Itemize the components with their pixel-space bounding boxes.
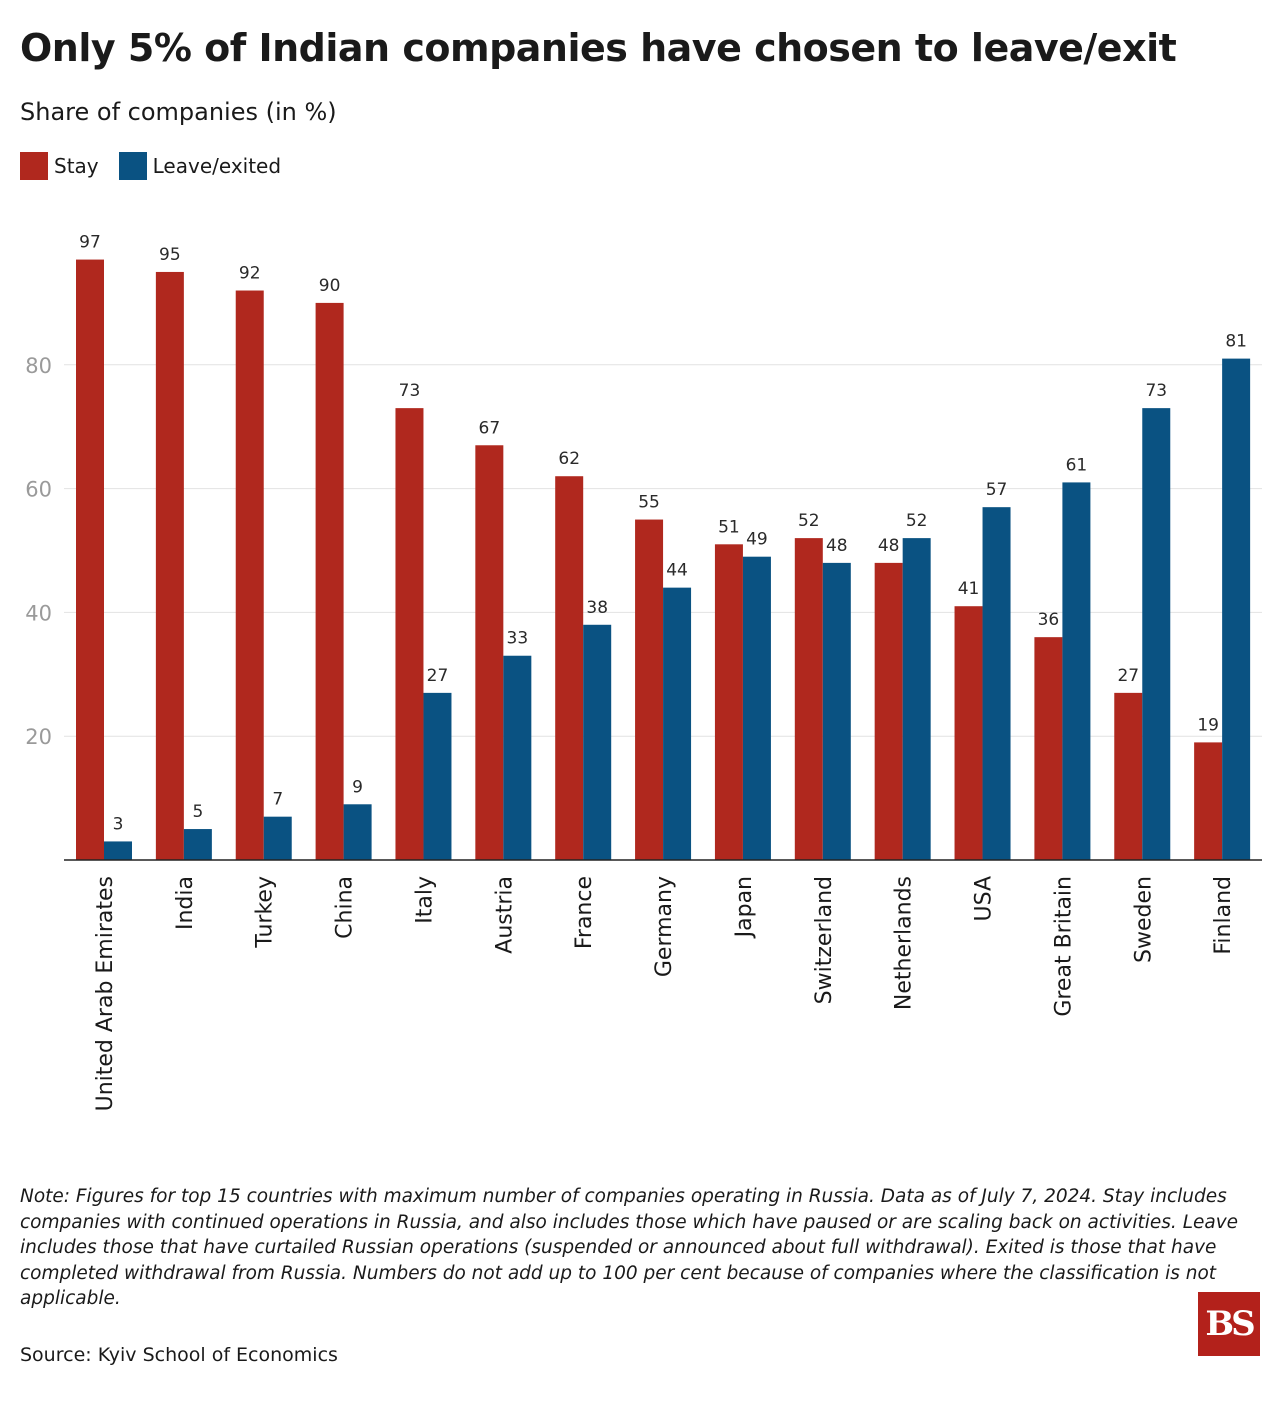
data-label-leave-10: 52	[906, 511, 928, 531]
data-label-leave-0: 3	[113, 814, 124, 834]
bar-stay-10	[874, 562, 903, 860]
data-label-leave-7: 44	[666, 561, 688, 581]
x-tick-label-14: Finland	[1211, 876, 1236, 955]
y-tick-label-60: 60	[25, 478, 52, 502]
data-label-stay-13: 27	[1117, 666, 1139, 686]
x-tick-label-7: Germany	[652, 876, 677, 977]
data-label-stay-7: 55	[638, 493, 660, 513]
data-label-stay-10: 48	[878, 536, 900, 556]
legend-label-stay: Stay	[54, 154, 99, 178]
x-tick-label-5: Austria	[492, 876, 517, 954]
bar-stay-2	[235, 290, 264, 860]
x-tick-label-11: USA	[972, 876, 997, 922]
data-label-leave-8: 49	[746, 530, 768, 550]
chart-title: Only 5% of Indian companies have chosen …	[20, 26, 1177, 70]
bar-leave-14	[1222, 358, 1251, 860]
bar-leave-4	[423, 692, 452, 860]
bar-leave-0	[104, 841, 132, 860]
data-label-leave-3: 9	[352, 777, 363, 797]
bar-leave-11	[982, 507, 1011, 860]
bar-leave-2	[263, 816, 292, 860]
data-label-stay-6: 62	[558, 449, 580, 469]
bar-stay-1	[155, 271, 184, 860]
y-tick-label-40: 40	[25, 601, 52, 625]
data-label-leave-13: 73	[1145, 381, 1167, 401]
x-tick-label-6: France	[572, 876, 597, 949]
bar-stay-11	[954, 606, 983, 860]
data-label-stay-12: 36	[1038, 610, 1060, 630]
bar-stay-13	[1114, 692, 1143, 860]
bar-leave-7	[663, 587, 692, 860]
data-label-stay-0: 97	[79, 233, 101, 253]
data-label-stay-2: 92	[239, 264, 261, 284]
bar-leave-13	[1142, 408, 1171, 860]
data-label-stay-11: 41	[958, 579, 980, 599]
bar-leave-8	[742, 556, 771, 860]
data-label-stay-5: 67	[479, 418, 501, 438]
x-tick-label-4: Italy	[412, 876, 437, 924]
publisher-logo: BS	[1198, 1292, 1260, 1356]
bar-stay-14	[1194, 742, 1223, 860]
x-tick-label-9: Switzerland	[812, 876, 837, 1004]
x-tick-label-8: Japan	[732, 876, 757, 939]
x-tick-label-1: India	[173, 876, 198, 930]
x-tick-label-10: Netherlands	[892, 876, 917, 1010]
data-label-stay-3: 90	[319, 276, 341, 296]
data-label-leave-5: 33	[507, 629, 529, 649]
x-tick-label-0: United Arab Emirates	[93, 876, 118, 1111]
legend-swatch-leave	[118, 152, 147, 180]
bar-stay-4	[395, 408, 424, 860]
bar-leave-12	[1062, 482, 1091, 860]
bar-leave-5	[503, 655, 532, 860]
data-label-leave-2: 7	[272, 790, 283, 810]
x-tick-label-2: Turkey	[253, 876, 278, 949]
legend-swatch-stay	[20, 152, 48, 180]
legend: Stay Leave/exited	[20, 152, 301, 180]
legend-item-leave: Leave/exited	[118, 152, 282, 180]
data-label-stay-4: 73	[399, 381, 421, 401]
data-label-leave-6: 38	[586, 598, 608, 618]
x-tick-label-13: Sweden	[1131, 876, 1156, 963]
bar-stay-5	[475, 445, 504, 860]
data-label-leave-11: 57	[986, 480, 1008, 500]
data-label-leave-9: 48	[826, 536, 848, 556]
bar-leave-1	[183, 829, 212, 860]
bar-leave-10	[902, 538, 931, 860]
bar-leave-6	[583, 624, 612, 860]
x-tick-label-12: Great Britain	[1051, 876, 1076, 1017]
data-label-stay-9: 52	[798, 511, 820, 531]
data-label-stay-14: 19	[1197, 715, 1219, 735]
bar-stay-6	[555, 476, 584, 860]
legend-item-stay: Stay	[20, 152, 99, 180]
y-tick-label-80: 80	[25, 354, 52, 378]
data-label-leave-14: 81	[1225, 332, 1247, 352]
bar-stay-8	[714, 544, 743, 860]
bar-stay-0	[76, 259, 104, 860]
chart-source: Source: Kyiv School of Economics	[20, 1344, 338, 1366]
data-label-leave-12: 61	[1066, 455, 1088, 475]
bar-stay-9	[794, 538, 823, 860]
chart-note: Note: Figures for top 15 countries with …	[20, 1186, 1239, 1310]
data-label-leave-4: 27	[427, 666, 449, 686]
data-label-stay-8: 51	[718, 517, 740, 537]
x-tick-label-3: China	[333, 876, 358, 939]
chart-subtitle: Share of companies (in %)	[20, 98, 337, 126]
bar-stay-3	[315, 302, 344, 860]
bar-stay-12	[1034, 637, 1063, 860]
bar-leave-3	[343, 804, 372, 860]
legend-label-leave: Leave/exited	[152, 154, 282, 178]
bar-leave-9	[822, 562, 851, 860]
data-label-stay-1: 95	[159, 245, 181, 265]
y-tick-label-20: 20	[25, 725, 52, 749]
data-label-leave-1: 5	[192, 802, 203, 822]
bar-stay-7	[635, 519, 664, 860]
